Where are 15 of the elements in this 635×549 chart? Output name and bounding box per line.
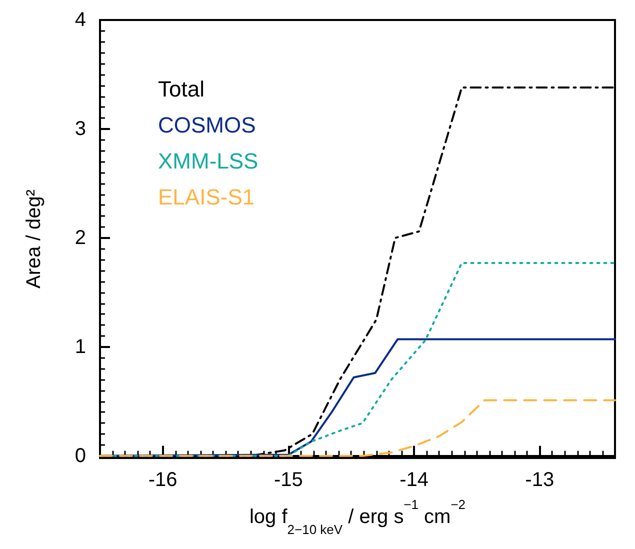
x-tick-label: -13 bbox=[525, 469, 554, 491]
x-tick-label: -14 bbox=[400, 469, 428, 491]
text: XMM-LSS bbox=[158, 148, 258, 174]
x-tick-label: -16 bbox=[148, 469, 178, 491]
y-tick-label: 4 bbox=[74, 9, 86, 31]
y-tick-label: 3 bbox=[74, 118, 86, 140]
y-tick-label: 2 bbox=[74, 226, 86, 249]
y-axis-title: Area / deg² bbox=[23, 189, 45, 288]
y-tick-label: 1 bbox=[74, 336, 86, 358]
x-tick-label: -15 bbox=[274, 469, 303, 491]
y-tick-label: 0 bbox=[74, 444, 86, 467]
text: Total bbox=[158, 76, 204, 102]
text: ELAIS-S1 bbox=[158, 184, 255, 210]
line-series bbox=[99, 399, 616, 457]
text: COSMOS bbox=[158, 112, 256, 138]
